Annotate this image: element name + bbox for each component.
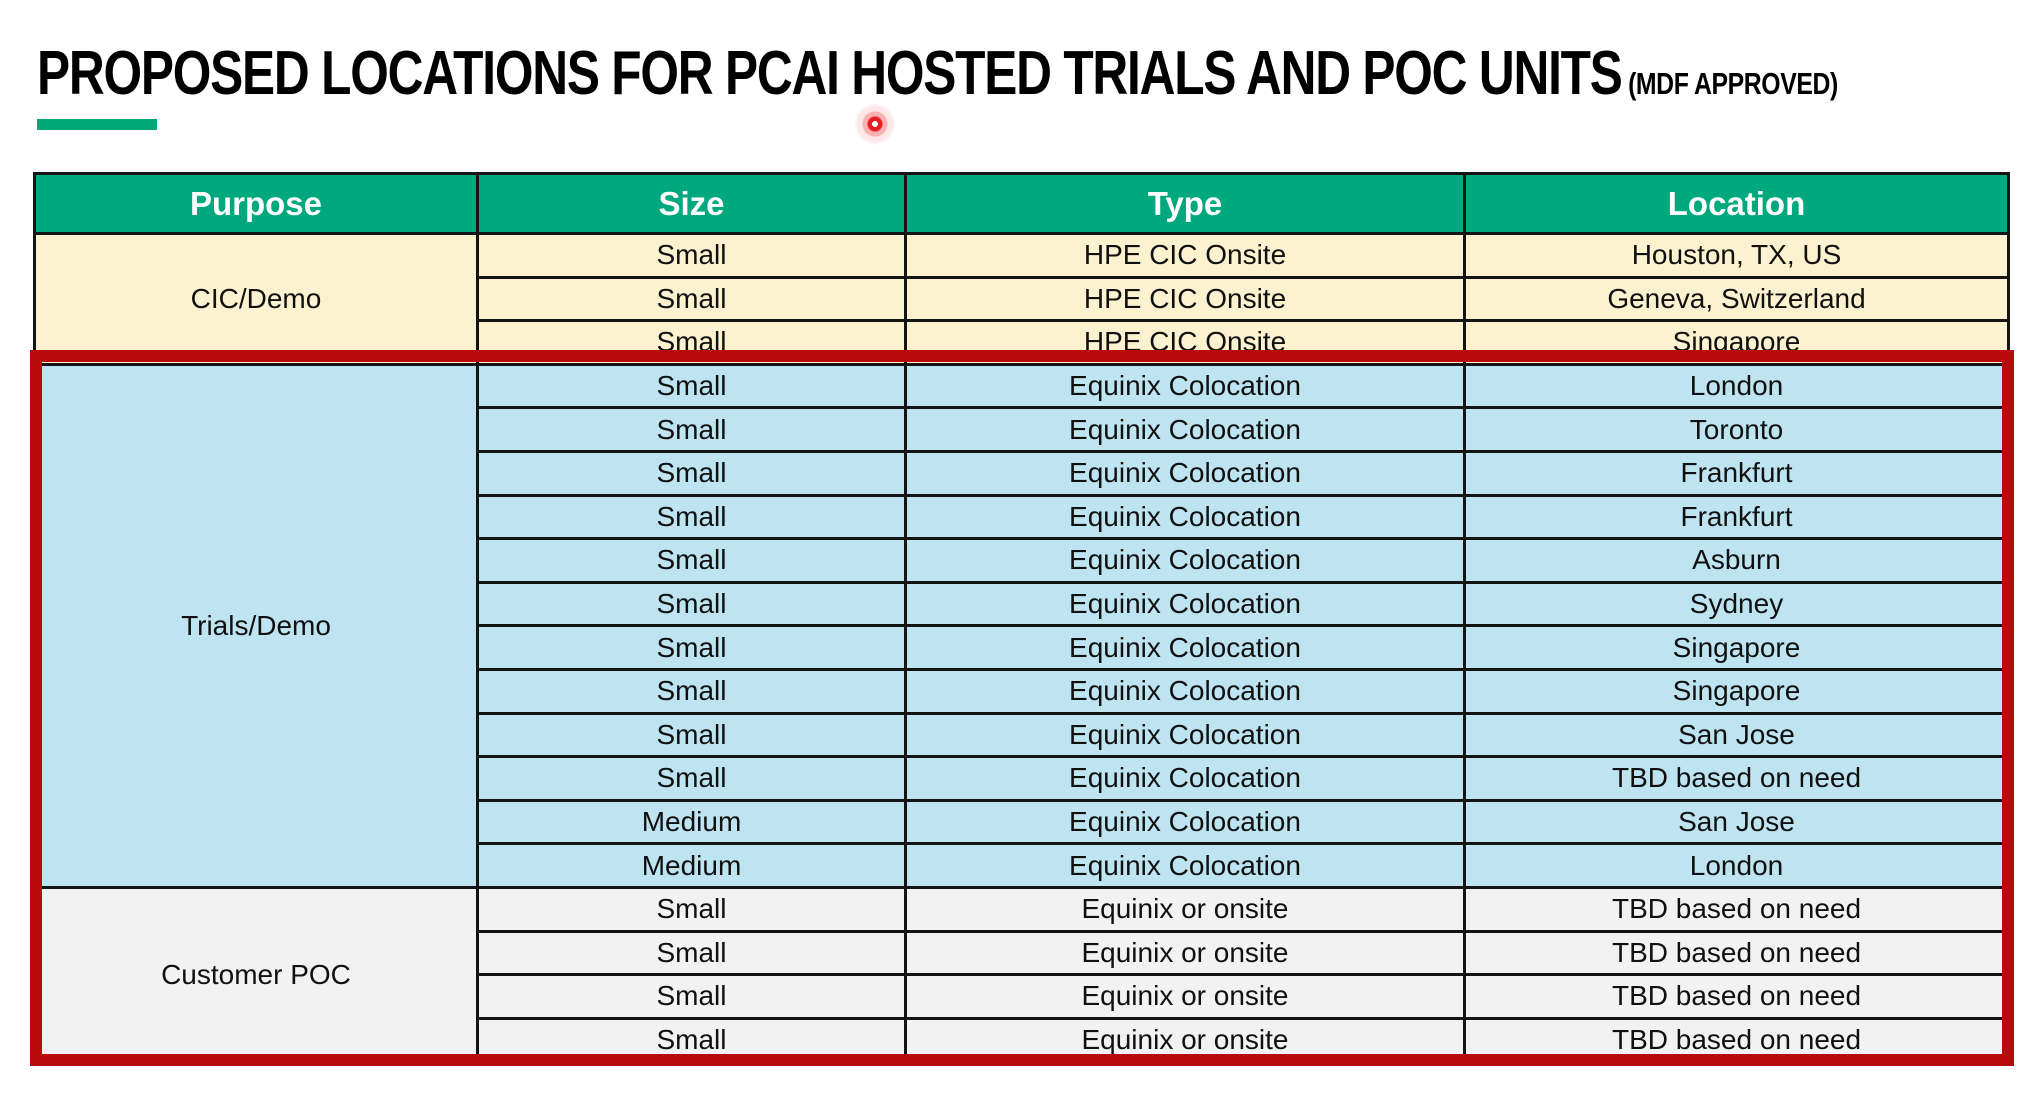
location-cell: London <box>1463 362 2010 410</box>
purpose-cell: Trials/Demo <box>33 362 479 889</box>
table-row: Customer POC Small Equinix or onsite TBD ba… <box>33 885 2010 1064</box>
page-title-suffix: (MDF APPROVED) <box>1628 66 1838 101</box>
type-cell: Equinix Colocation <box>904 362 1466 410</box>
laser-pointer-dot <box>853 102 897 146</box>
location-cell: London <box>1463 842 2010 889</box>
size-cell: Small <box>476 449 907 497</box>
table-row: Trials/Demo Small Equinix Colocation London <box>33 362 2010 889</box>
size-cell: Small <box>476 537 907 584</box>
location-cell: Houston, TX, US <box>1463 232 2010 279</box>
size-cell: Small <box>476 319 907 366</box>
size-cell: Medium <box>476 842 907 889</box>
location-cell: TBD based on need <box>1463 973 2010 1020</box>
type-cell: Equinix Colocation <box>904 449 1466 497</box>
size-cell: Small <box>476 362 907 410</box>
location-cell: San Jose <box>1463 711 2010 759</box>
size-cell: Small <box>476 885 907 933</box>
type-cell: Equinix Colocation <box>904 798 1466 846</box>
size-cell: Small <box>476 580 907 628</box>
title-underline-accent <box>37 119 157 130</box>
type-cell: Equinix Colocation <box>904 406 1466 453</box>
column-header-location: Location <box>1463 172 2010 235</box>
location-cell: TBD based on need <box>1463 929 2010 977</box>
size-cell: Medium <box>476 798 907 846</box>
size-cell: Small <box>476 1016 907 1064</box>
table-header-row: Purpose Size Type Location <box>33 172 2010 235</box>
table-row: CIC/Demo Small HPE CIC Onsite Houston, TX, … <box>33 232 2010 366</box>
location-cell: Frankfurt <box>1463 493 2010 541</box>
type-cell: Equinix Colocation <box>904 624 1466 671</box>
type-cell: Equinix or onsite <box>904 885 1466 933</box>
type-cell: Equinix Colocation <box>904 711 1466 759</box>
page-title: PROPOSED LOCATIONS FOR PCAI HOSTED TRIAL… <box>37 38 1838 109</box>
size-cell: Small <box>476 493 907 541</box>
table-row: Small Equinix Colocation Asburn <box>34 537 2010 584</box>
size-cell: Small <box>476 624 907 671</box>
location-cell: TBD based on need <box>1463 1016 2010 1064</box>
size-cell: Small <box>476 667 907 715</box>
location-cell: Frankfurt <box>1463 449 2010 497</box>
table-row: Medium Equinix Colocation London <box>34 842 2010 889</box>
size-cell: Small <box>476 929 907 977</box>
location-cell: Toronto <box>1463 406 2010 453</box>
type-cell: HPE CIC Onsite <box>904 232 1466 279</box>
location-cell: Singapore <box>1463 624 2010 671</box>
location-cell: Geneva, Switzerland <box>1463 275 2010 323</box>
size-cell: Small <box>476 711 907 759</box>
table-body: CIC/Demo Small HPE CIC Onsite Houston, TX, … <box>33 232 2010 1064</box>
location-cell: Asburn <box>1463 537 2010 584</box>
column-header-size: Size <box>476 172 907 235</box>
type-cell: Equinix Colocation <box>904 667 1466 715</box>
type-cell: Equinix Colocation <box>904 755 1466 802</box>
size-cell: Small <box>476 232 907 279</box>
type-cell: Equinix or onsite <box>904 929 1466 977</box>
type-cell: HPE CIC Onsite <box>904 275 1466 323</box>
type-cell: Equinix or onsite <box>904 1016 1466 1064</box>
purpose-cell: CIC/Demo <box>33 232 479 366</box>
size-cell: Small <box>476 755 907 802</box>
column-header-type: Type <box>904 172 1466 235</box>
type-cell: Equinix Colocation <box>904 493 1466 541</box>
type-cell: Equinix or onsite <box>904 973 1466 1020</box>
size-cell: Small <box>476 275 907 323</box>
table-row: Small Equinix or onsite TBD based on need <box>34 973 2010 1020</box>
location-cell: Sydney <box>1463 580 2010 628</box>
size-cell: Small <box>476 406 907 453</box>
type-cell: Equinix Colocation <box>904 842 1466 889</box>
location-cell: Singapore <box>1463 319 2010 366</box>
purpose-cell: Customer POC <box>33 885 479 1064</box>
location-cell: TBD based on need <box>1463 885 2010 933</box>
table-row: Small HPE CIC Onsite Geneva, Switzerland <box>34 275 2010 323</box>
table-row: Small Equinix Colocation Frankfurt <box>34 449 2010 497</box>
type-cell: HPE CIC Onsite <box>904 319 1466 366</box>
proposed-locations-table: Purpose Size Type Location CIC/Demo Small… <box>33 172 2010 1064</box>
page-title-main: PROPOSED LOCATIONS FOR PCAI HOSTED TRIAL… <box>37 39 1623 108</box>
location-cell: San Jose <box>1463 798 2010 846</box>
type-cell: Equinix Colocation <box>904 537 1466 584</box>
table-row: Small Equinix Colocation Singapore <box>34 667 2010 715</box>
type-cell: Equinix Colocation <box>904 580 1466 628</box>
location-cell: TBD based on need <box>1463 755 2010 802</box>
column-header-purpose: Purpose <box>33 172 479 235</box>
size-cell: Small <box>476 973 907 1020</box>
location-cell: Singapore <box>1463 667 2010 715</box>
